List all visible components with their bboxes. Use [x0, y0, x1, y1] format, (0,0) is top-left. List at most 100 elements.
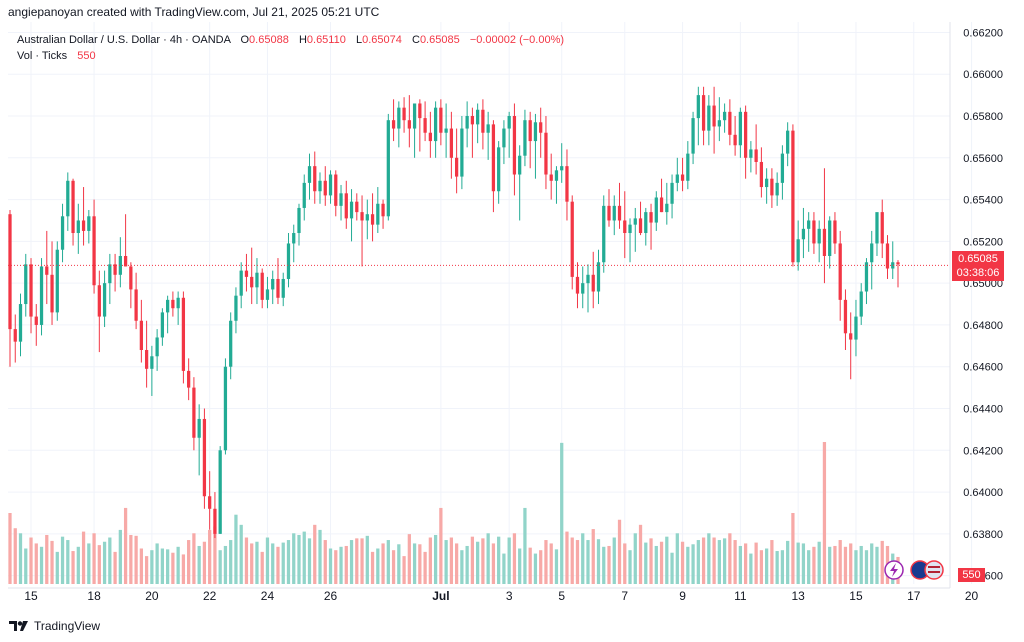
- candle-body: [218, 450, 222, 534]
- candle-body: [334, 174, 338, 206]
- candle-body: [497, 147, 501, 192]
- candle-body: [885, 243, 890, 269]
- volume-bar: [843, 546, 848, 584]
- close-label: C: [411, 34, 420, 46]
- volume-bar: [307, 538, 312, 584]
- volume-bar: [675, 533, 679, 584]
- candle-body: [465, 116, 469, 129]
- candle-body: [391, 120, 396, 129]
- candle-body: [24, 264, 28, 305]
- lightning-glyph: [890, 563, 898, 577]
- volume-bar: [665, 536, 669, 584]
- symbol-title[interactable]: Australian Dollar / U.S. Dollar · 4h · O…: [17, 34, 231, 46]
- candle-body: [707, 105, 711, 131]
- last-volume-tag: 550: [958, 568, 985, 582]
- volume-indicator-label[interactable]: Vol · Ticks: [17, 50, 68, 62]
- candle-body: [828, 220, 832, 256]
- candle-body: [365, 214, 369, 221]
- candle-body: [554, 170, 559, 181]
- candle-body: [255, 272, 259, 288]
- volume-bar: [418, 544, 422, 584]
- volume-bar: [849, 543, 853, 584]
- volume-bar: [391, 550, 396, 584]
- volume-bar: [370, 551, 375, 584]
- candle-body: [244, 270, 249, 277]
- candle-body: [581, 283, 585, 294]
- volume-bar: [218, 550, 222, 584]
- volume-bar: [349, 540, 354, 584]
- volume-bar: [292, 533, 296, 584]
- candle-body: [528, 120, 532, 142]
- candle-body: [181, 297, 186, 371]
- candle-body: [229, 320, 233, 367]
- bar-countdown: 03:38:06: [956, 267, 1000, 279]
- candle-body: [670, 182, 674, 204]
- candle-body: [13, 329, 17, 342]
- volume-bar: [187, 540, 191, 584]
- volume-bar: [696, 540, 700, 584]
- x-axis: 15 18 20 22 24 26 Jul 3 5 7 9 11 13 15 17 20: [24, 589, 978, 603]
- volume-bar: [549, 543, 553, 584]
- low-label: L: [355, 34, 363, 46]
- volume-bar: [722, 538, 727, 584]
- volume-bar: [8, 513, 12, 584]
- x-tick-label: Jul: [432, 589, 449, 603]
- x-tick-label: 15: [849, 589, 863, 603]
- x-tick-label: 5: [558, 589, 565, 603]
- volume-bar: [691, 544, 695, 584]
- candle-body: [491, 124, 496, 192]
- candle-body: [659, 197, 664, 213]
- volume-bar: [286, 540, 291, 584]
- footer-brand[interactable]: TradingView: [9, 619, 100, 633]
- x-tick-label: 18: [87, 589, 101, 603]
- volume-bar: [439, 507, 443, 584]
- candle-body: [686, 153, 690, 181]
- volume-bar: [71, 551, 75, 584]
- volume-bar: [281, 542, 285, 584]
- volume-bar: [680, 541, 685, 584]
- candle-body: [880, 212, 884, 244]
- volume-bar: [712, 537, 716, 584]
- candle-body: [696, 95, 700, 119]
- volume-bar: [786, 540, 790, 584]
- candle-body: [313, 166, 317, 192]
- volume-bar: [565, 531, 569, 584]
- volume-bar: [859, 545, 863, 584]
- volume-bar: [454, 543, 459, 584]
- change-value: −0.00002 (−0.00%): [469, 34, 565, 46]
- volume-bar: [759, 550, 764, 584]
- candle-body: [208, 496, 212, 509]
- tradingview-brand-text: TradingView: [34, 619, 101, 633]
- candle-body: [171, 299, 175, 309]
- volume-bar: [29, 537, 33, 584]
- x-tick-label: 9: [679, 589, 686, 603]
- volume-bar: [181, 554, 186, 584]
- volume-bar: [45, 534, 49, 584]
- volume-bar: [596, 539, 601, 584]
- candle-body: [87, 216, 91, 231]
- volume-bar: [250, 543, 254, 584]
- volume-bar: [796, 542, 800, 584]
- candle-body: [134, 289, 138, 321]
- volume-bar: [486, 533, 490, 584]
- us-flag-icon[interactable]: [924, 560, 944, 580]
- x-tick-label: 3: [506, 589, 513, 603]
- volume-bar: [229, 540, 233, 584]
- candle-body: [859, 291, 863, 317]
- candle-body: [155, 337, 159, 357]
- candle-body: [849, 333, 853, 340]
- volume-bar: [18, 533, 23, 584]
- y-tick-label: 0.64400: [963, 404, 1003, 416]
- candle-body: [486, 124, 490, 133]
- candle-body: [476, 109, 480, 125]
- candle-body: [775, 182, 779, 196]
- candle-body: [628, 224, 632, 234]
- candle-body: [407, 120, 411, 129]
- volume-bar: [260, 551, 264, 584]
- volume-bar: [365, 535, 369, 584]
- volume-bar: [497, 536, 501, 584]
- candle-body: [349, 201, 354, 219]
- candle-body: [323, 180, 327, 196]
- volume-bar: [166, 549, 170, 584]
